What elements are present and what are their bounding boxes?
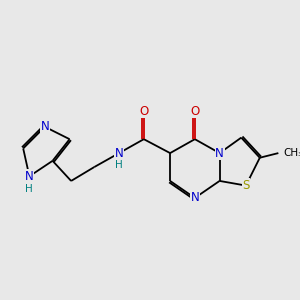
Text: N: N bbox=[215, 147, 224, 160]
Text: N: N bbox=[25, 170, 34, 183]
Text: H: H bbox=[115, 160, 123, 170]
Text: O: O bbox=[139, 105, 148, 118]
Text: N: N bbox=[115, 147, 123, 160]
Text: H: H bbox=[25, 184, 33, 194]
Text: S: S bbox=[242, 179, 250, 192]
Text: O: O bbox=[190, 105, 200, 118]
Text: N: N bbox=[40, 120, 49, 133]
Text: CH₃: CH₃ bbox=[283, 148, 300, 158]
Text: N: N bbox=[190, 191, 199, 204]
